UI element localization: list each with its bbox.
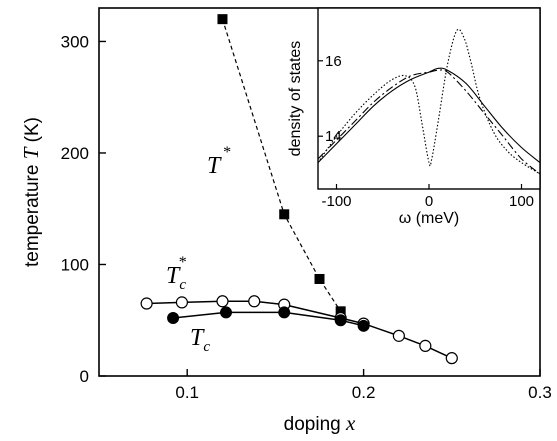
y-tick-label: 300	[61, 32, 89, 51]
inset-y-axis-label: density of states	[287, 41, 304, 157]
x-axis-label-text: doping	[284, 414, 346, 435]
data-point-open-circle	[419, 339, 432, 352]
data-point-filled-circle	[278, 306, 291, 319]
series-annotation-sub: c	[179, 277, 186, 293]
y-axis-label-unit: (K)	[22, 117, 43, 148]
inset-x-tick-label: 0	[425, 193, 433, 210]
data-point-square	[279, 209, 290, 220]
inset-series-curve	[317, 67, 541, 164]
x-axis-label: doping x	[284, 411, 356, 435]
x-tick-label: 0.2	[352, 383, 376, 402]
data-point-square	[335, 306, 346, 317]
inset-y-tick-label: 14	[325, 128, 342, 145]
data-point-square	[314, 273, 325, 284]
inset-plot: -100 0 100 14 16 ω (meV) density of states	[287, 7, 541, 227]
data-point-filled-circle	[357, 319, 370, 332]
inset-series-curve	[317, 28, 541, 175]
series-annotation: Tc	[190, 325, 210, 355]
data-point-open-circle	[445, 352, 458, 365]
y-tick-label: 200	[61, 144, 89, 163]
x-axis-label-var: x	[345, 411, 356, 435]
x-tick-label: 0.1	[175, 383, 199, 402]
inset-x-axis-label: ω (meV)	[399, 210, 460, 227]
data-point-open-circle	[392, 329, 405, 342]
inset-x-tick-label: 100	[509, 193, 534, 210]
y-tick-label: 0	[80, 367, 89, 386]
series-annotation-sup: *	[222, 144, 230, 161]
series-annotation-sup: *	[178, 254, 186, 271]
data-point-open-circle	[216, 295, 229, 308]
x-tick-label: 0.3	[528, 383, 552, 402]
y-axis-label-var: T	[19, 146, 43, 159]
inset-x-tick-label: -100	[321, 193, 351, 210]
y-tick-label: 100	[61, 255, 89, 274]
data-point-square	[217, 14, 228, 25]
series-annotation-sub: c	[203, 339, 210, 355]
series-annotation-main: T	[207, 153, 222, 179]
series-annotation: T*	[207, 144, 230, 179]
data-point-filled-circle	[167, 312, 180, 325]
data-point-filled-circle	[220, 306, 233, 319]
series-annotation: Tc *	[166, 254, 186, 293]
inset-series-curve	[317, 69, 541, 175]
inset-y-tick-label: 16	[325, 53, 342, 70]
data-point-open-circle	[140, 297, 153, 310]
series-line	[221, 18, 342, 312]
main-plot: 0.1 0.2 0.3 0 100 200 300 doping x temperature T…	[19, 7, 552, 435]
data-point-open-circle	[175, 296, 189, 309]
series-line	[146, 300, 453, 359]
series-annotation-main: T	[190, 325, 205, 351]
y-axis-label: temperature T (K)	[19, 117, 43, 267]
data-point-open-circle	[248, 295, 261, 308]
series-annotation-main: T	[166, 263, 181, 289]
y-axis-label-text: temperature	[22, 159, 43, 267]
inset-frame	[317, 7, 541, 190]
data-point-filled-circle	[334, 314, 347, 327]
